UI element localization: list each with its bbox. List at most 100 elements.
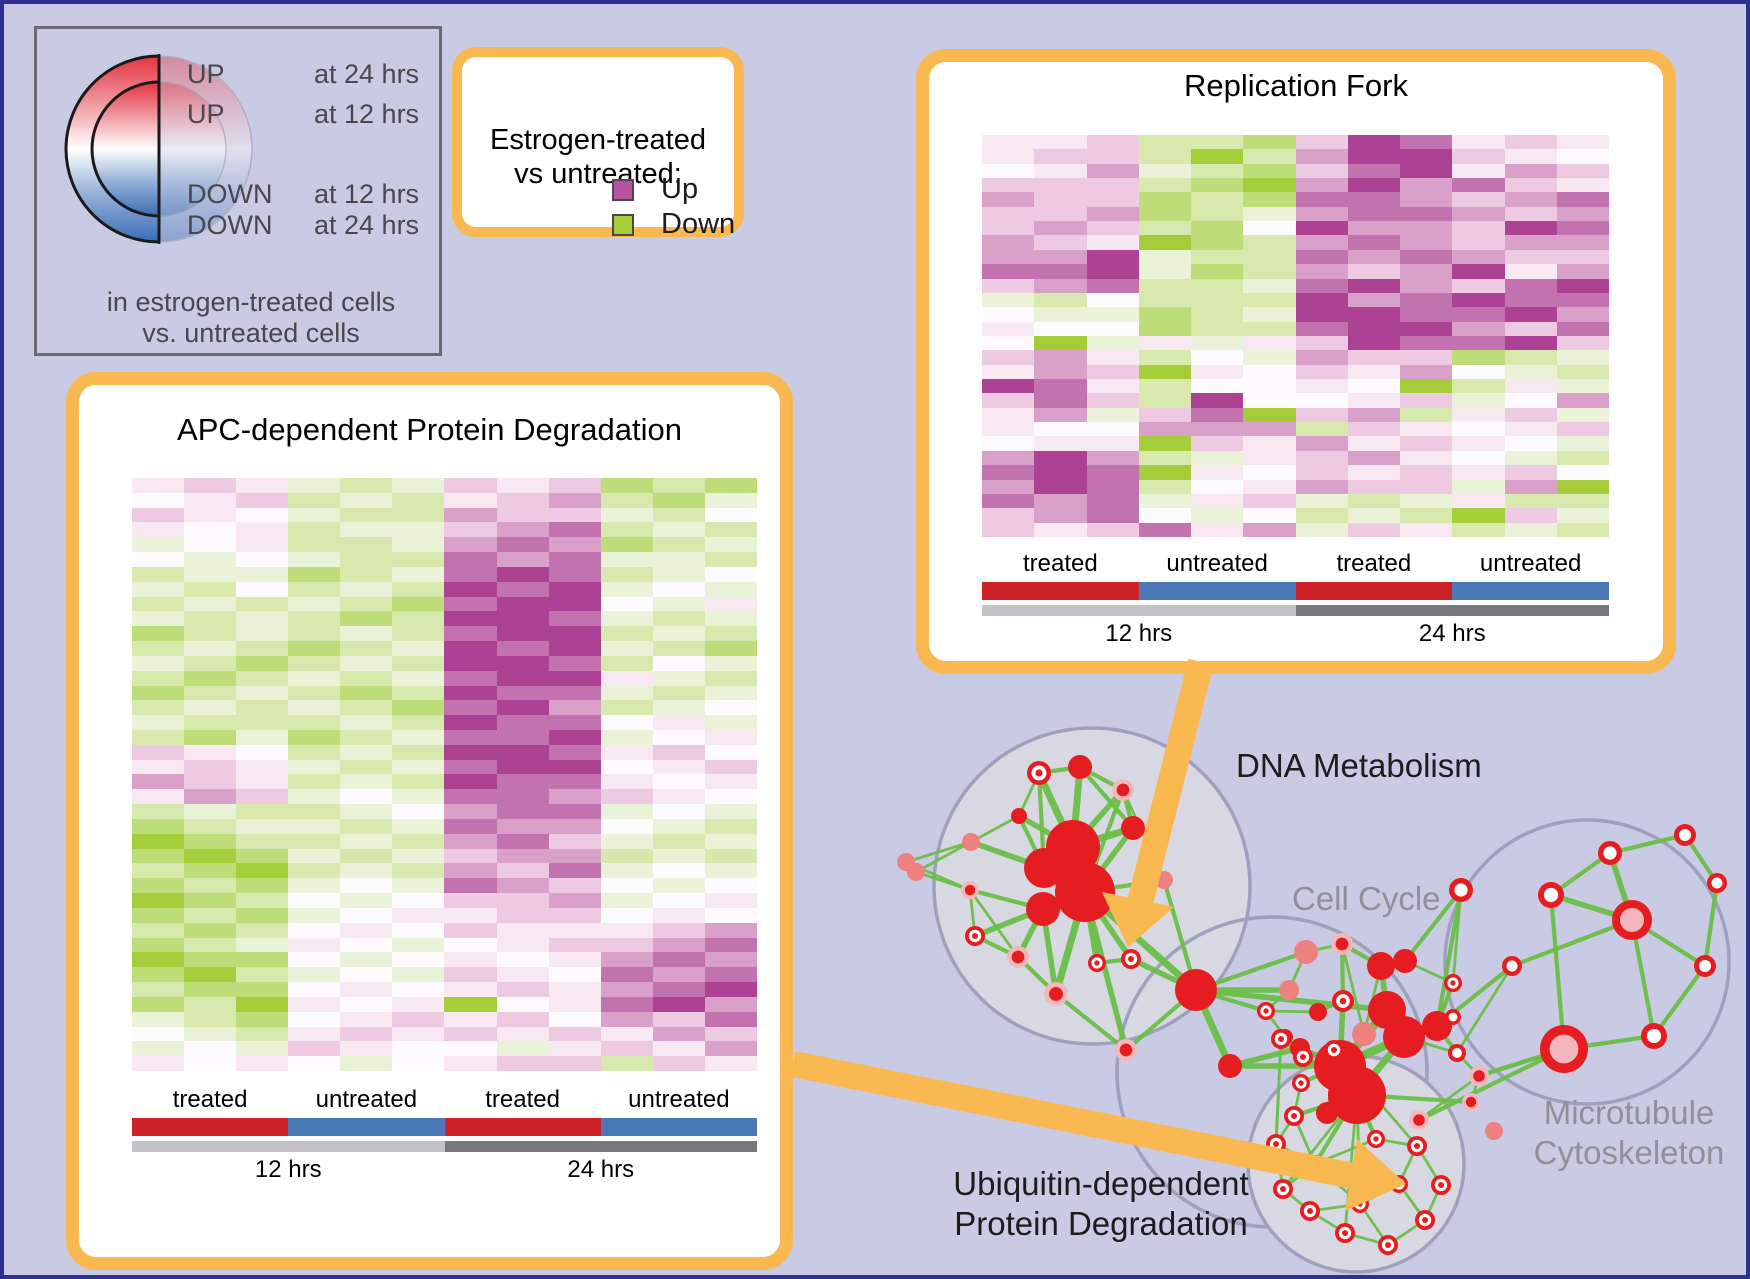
heatmap-cell — [1347, 522, 1400, 537]
network-edge — [1301, 1048, 1336, 1059]
heatmap-cell — [1295, 249, 1348, 265]
network-edge — [1120, 787, 1136, 831]
heatmap-cell — [1400, 407, 1453, 423]
heatmap-cell — [184, 937, 237, 953]
heatmap-cell — [236, 537, 289, 553]
replication-fork-heatmap — [982, 135, 1609, 537]
heatmap-cell — [392, 789, 445, 805]
heatmap-cell — [704, 1011, 757, 1027]
network-edge — [1629, 917, 1657, 1039]
heatmap-cell — [1086, 407, 1139, 423]
heatmap-cell — [600, 507, 653, 523]
replication-fork-heatmap-footer: treated untreated treated untreated 12 hrs 24… — [982, 550, 1609, 648]
heatmap-cell — [496, 700, 549, 716]
network-edge — [1193, 987, 1390, 1013]
network-edge — [1278, 1036, 1360, 1098]
heatmap-cell — [392, 833, 445, 849]
heatmap-cell — [184, 492, 237, 508]
network-node — [1112, 779, 1134, 801]
heatmap-cell — [1243, 135, 1296, 150]
heatmap-cell — [1347, 292, 1400, 308]
heatmap-cell — [1138, 508, 1191, 523]
heatmap-cell — [1243, 465, 1296, 480]
heatmap-cell — [392, 522, 445, 538]
heatmap-cell — [1452, 465, 1505, 480]
legend-time: at 12 hrs — [314, 99, 420, 129]
heatmap-cell — [1034, 307, 1087, 322]
network-edge — [914, 840, 973, 874]
heatmap-cell — [600, 893, 653, 908]
heatmap-cell — [1556, 393, 1609, 408]
heatmap-cell — [1295, 135, 1348, 150]
heatmap-cell — [704, 774, 757, 790]
network-edge — [1383, 1006, 1408, 1041]
network-edge — [1123, 987, 1199, 1053]
heatmap-cell — [132, 715, 185, 731]
network-edge — [1038, 887, 1090, 914]
heatmap-cell — [1295, 479, 1348, 494]
heatmap-cell — [288, 759, 341, 775]
heatmap-cell — [982, 436, 1035, 451]
legend-row-up-24: UP at 24 hrs — [187, 59, 419, 90]
heatmap-cell — [1034, 249, 1087, 265]
heatmap-cell — [1034, 422, 1087, 437]
heatmap-cell — [236, 848, 289, 864]
heatmap-cell — [548, 715, 601, 731]
heatmap-cell — [132, 907, 185, 923]
heatmap-cell — [184, 804, 237, 819]
heatmap-cell — [132, 893, 185, 908]
heatmap-cell — [982, 350, 1035, 365]
heatmap-cell — [1295, 350, 1348, 365]
heatmap-cell — [340, 626, 393, 642]
heatmap-cell — [1504, 393, 1557, 408]
heatmap-cell — [652, 996, 705, 1012]
network-edge — [1434, 1014, 1456, 1029]
network-node — [1271, 1029, 1291, 1049]
heatmap-cell — [1086, 192, 1139, 207]
network-cluster-label: Cell Cycle — [1292, 880, 1441, 917]
heatmap-cell — [982, 450, 1035, 466]
heatmap-cell — [982, 379, 1035, 394]
heatmap-cell — [652, 818, 705, 834]
heatmap-cell — [1295, 192, 1348, 207]
heatmap-cell — [1452, 522, 1505, 537]
heatmap-cell — [340, 611, 393, 627]
heatmap-cell — [652, 700, 705, 716]
heatmap-cell — [600, 1026, 653, 1042]
heatmap-cell — [392, 685, 445, 701]
heatmap-cell — [236, 730, 289, 745]
network-node — [1024, 848, 1064, 888]
heatmap-cell — [1243, 249, 1296, 265]
heatmap-cell — [548, 1056, 601, 1071]
heatmap-cell — [1295, 149, 1348, 164]
callout-arrow-head — [1102, 892, 1174, 947]
heatmap-cell — [1347, 364, 1400, 380]
heatmap-cell — [1295, 206, 1348, 222]
heatmap-cell — [496, 744, 549, 760]
cluster-circle-dna-metabolism — [932, 726, 1252, 1046]
heatmap-cell — [1452, 364, 1505, 380]
heatmap-cell — [132, 1026, 185, 1042]
heatmap-cell — [288, 522, 341, 538]
heatmap-cell — [496, 552, 549, 567]
network-edge — [1339, 941, 1346, 1004]
heatmap-cell — [652, 863, 705, 879]
heatmap-cell — [548, 1011, 601, 1027]
heatmap-cell — [340, 715, 393, 731]
heatmap-cell — [184, 522, 237, 538]
heatmap-cell — [132, 507, 185, 523]
heatmap-cell — [548, 492, 601, 508]
network-node — [1368, 991, 1406, 1029]
heatmap-cell — [236, 967, 289, 983]
heatmap-cell — [1243, 422, 1296, 437]
heatmap-cell — [1243, 436, 1296, 451]
heatmap-cell — [288, 996, 341, 1012]
heatmap-cell — [392, 774, 445, 790]
heatmap-cell — [340, 907, 393, 923]
heatmap-cell — [704, 878, 757, 894]
heatmap-cell — [704, 937, 757, 953]
network-edge — [968, 888, 977, 938]
heatmap-cell — [1034, 321, 1087, 336]
network-edge — [1082, 889, 1129, 1053]
network-edge — [968, 839, 1047, 871]
